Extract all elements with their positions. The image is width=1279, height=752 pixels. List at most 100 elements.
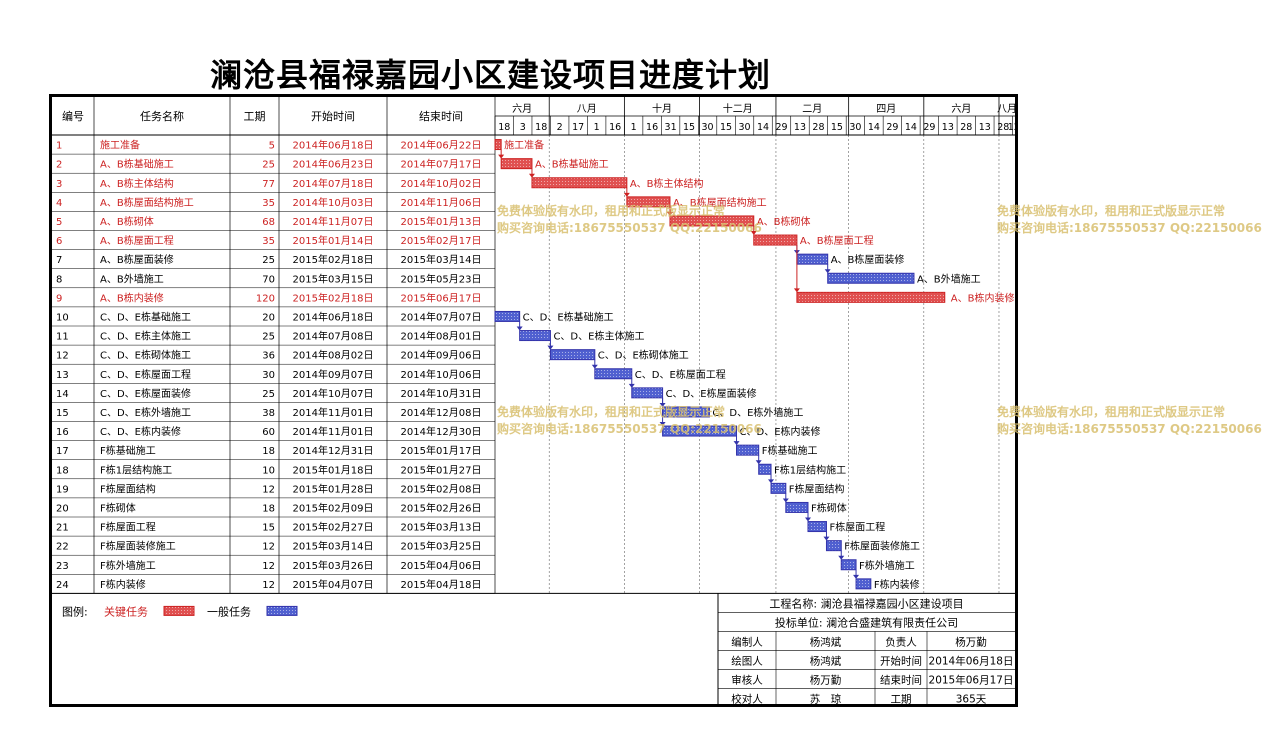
task-start: 2014年07月08日 [293,330,374,343]
arrow-head [659,422,666,427]
task-id: 3 [56,179,62,190]
legend-critical-label: 关键任务 [104,604,148,618]
task-end: 2015年03月13日 [401,521,482,534]
task-name: F栋屋面结构 [100,482,156,495]
day-label: 13 [942,122,954,133]
task-end: 2015年01月17日 [401,444,482,457]
task-end: 2014年12月30日 [401,425,482,438]
month-label: 六月 [512,103,532,115]
bar-label: F栋屋面工程 [829,521,885,534]
arrow-head [528,173,535,178]
info-cell: 工期 [891,693,912,704]
gantt-bar [785,501,809,513]
task-end: 2014年08月01日 [401,330,482,343]
task-duration: 35 [262,236,275,247]
info-cell: 苏 琼 [810,692,842,704]
task-name: C、D、E栋主体施工 [100,330,191,343]
arrow-head [628,383,635,388]
gantt-bar [631,387,664,399]
legend-critical-swatch [163,605,195,616]
gantt-bar [855,578,872,590]
task-start: 2015年04月07日 [293,578,374,591]
task-name: C、D、E栋内装修 [100,425,181,438]
task-duration: 12 [262,580,275,591]
task-start: 2015年02月18日 [293,291,374,304]
task-start: 2014年10月07日 [293,387,374,400]
task-end: 2015年01月27日 [401,463,482,476]
task-end: 2014年07月17日 [401,158,482,171]
task-end: 2014年10月06日 [401,368,482,381]
task-start: 2015年02月27日 [293,521,374,534]
info-cell: 校对人 [731,692,763,704]
task-start: 2015年02月18日 [293,253,374,266]
task-end: 2014年12月08日 [401,406,482,419]
info-cell: 杨鸿斌 [810,635,842,648]
task-id: 23 [56,561,69,572]
day-label: 16 [609,122,621,133]
task-end: 2015年02月17日 [401,234,482,247]
task-id: 13 [56,370,69,381]
day-label: 28 [997,122,1009,133]
day-label: 12 [1008,122,1015,133]
info-cell: 审核人 [731,673,763,686]
gantt-bar [549,349,596,361]
task-start: 2014年11月01日 [293,406,374,419]
info-cell: 绘图人 [731,654,763,667]
task-id: 21 [56,523,69,534]
day-label: 14 [905,122,917,133]
task-id: 15 [56,408,69,419]
legend-normal-swatch [266,605,298,616]
gantt-bar [827,272,915,284]
task-name: F栋内装修 [100,578,146,591]
table-header-0: 编号 [62,109,84,123]
task-end: 2014年11月06日 [401,196,482,209]
task-start: 2015年02月09日 [293,501,374,514]
gantt-bar [825,540,842,552]
task-end: 2015年05月23日 [401,272,482,285]
task-id: 14 [56,389,69,400]
gantt-bar [500,158,533,170]
info-bid-unit: 投标单位: 澜沧合盛建筑有限责任公司 [775,615,958,629]
arrow-head [782,498,789,503]
arrow-head [516,326,523,331]
arrow-head [733,441,740,446]
task-duration: 18 [262,503,275,514]
bar-label: F栋屋面装修施工 [844,540,920,553]
task-duration: 77 [262,179,275,190]
task-start: 2015年03月14日 [293,540,374,553]
task-id: 24 [56,580,69,591]
info-cell: 杨万勤 [955,635,987,648]
gantt-bar [594,368,633,380]
month-label: 四月 [876,103,896,115]
gantt-bar [662,406,710,418]
task-name: F栋屋面装修施工 [100,540,176,553]
arrow-head [824,269,831,274]
info-cell: 杨万勤 [810,673,842,686]
gantt-bar [796,291,946,303]
task-end: 2015年03月14日 [401,253,482,266]
legend-label: 图例: [62,604,88,618]
task-name: C、D、E栋外墙施工 [100,406,191,419]
info-cell: 365天 [956,693,987,704]
task-id: 17 [56,446,69,457]
task-duration: 25 [262,332,275,343]
bar-label: A、B栋屋面工程 [800,234,874,247]
month-label: 八月 [577,103,597,115]
task-id: 6 [56,236,62,247]
task-name: C、D、E栋屋面工程 [100,368,191,381]
watermark-line: 购买咨询电话:18675550537 QQ:22150066 [997,221,1262,235]
arrow-head [838,555,845,560]
task-start: 2015年01月18日 [293,463,374,476]
day-label: 18 [498,122,510,133]
task-start: 2014年07月18日 [293,177,374,190]
day-label: 3 [520,122,526,133]
page-title: 澜沧县福禄嘉园小区建设项目进度计划 [210,56,772,94]
gantt-bar [807,521,827,533]
task-name: A、B栋屋面结构施工 [100,196,194,209]
info-cell: 2014年06月18日 [929,654,1014,667]
day-label: 31 [665,122,677,133]
day-label: 2 [557,122,563,133]
task-duration: 12 [262,484,275,495]
arrow-head [804,517,811,522]
